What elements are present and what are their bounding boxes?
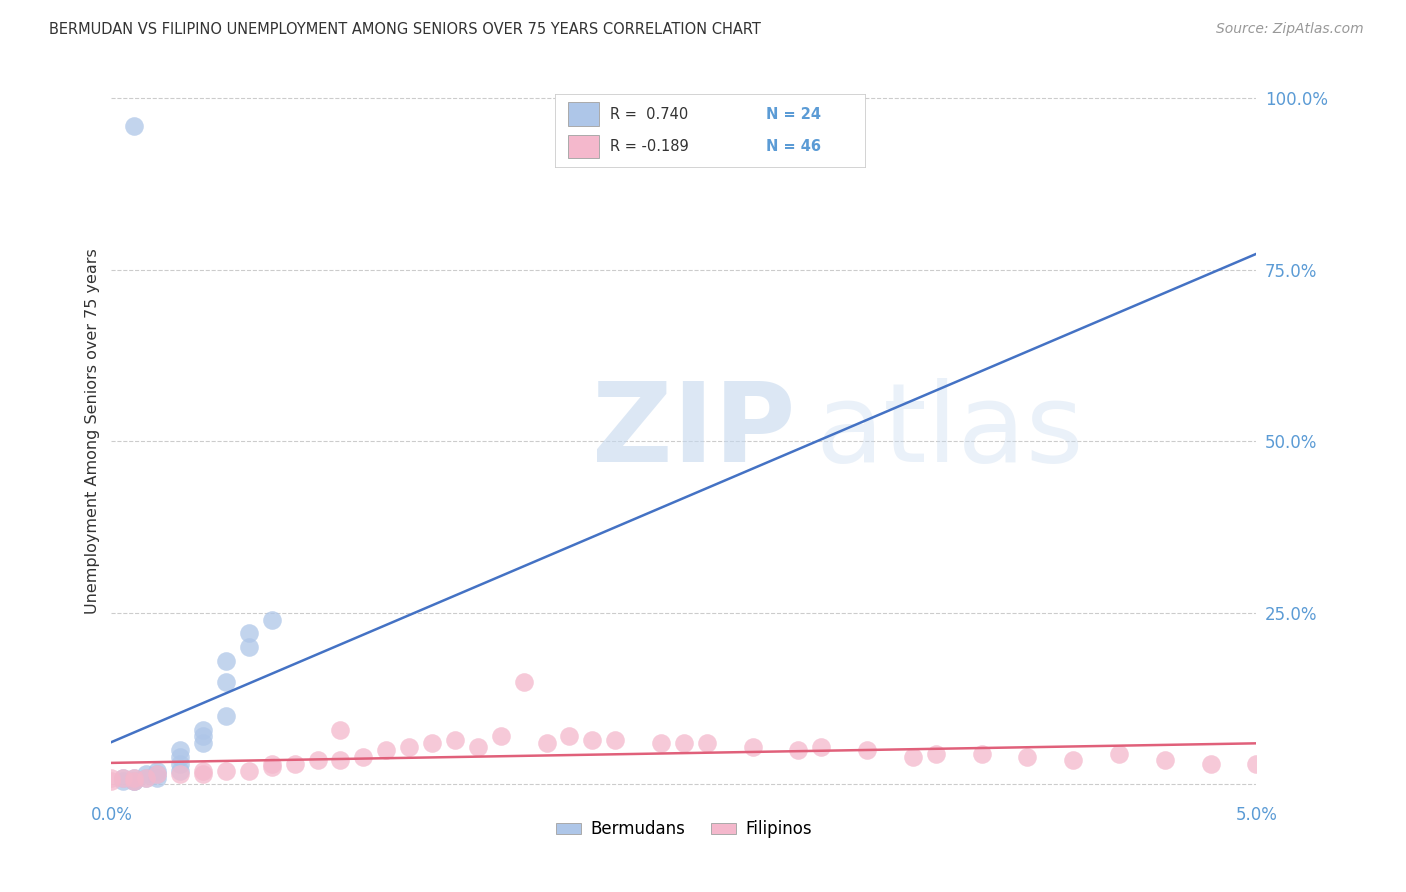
Point <box>111 771 134 785</box>
Point <box>605 732 627 747</box>
Point <box>191 730 214 744</box>
Point <box>135 771 157 785</box>
Point <box>1246 756 1268 771</box>
Point <box>191 764 214 778</box>
Legend: Bermudans, Filipinos: Bermudans, Filipinos <box>548 814 818 845</box>
Point <box>856 743 879 757</box>
Point <box>124 771 146 785</box>
Point <box>215 708 238 723</box>
Point <box>146 771 169 785</box>
Text: N = 24: N = 24 <box>766 107 821 121</box>
Point <box>215 674 238 689</box>
Point <box>169 767 191 781</box>
Point <box>284 756 307 771</box>
Point <box>124 774 146 789</box>
Point <box>444 732 467 747</box>
Text: R = -0.189: R = -0.189 <box>610 139 689 153</box>
Bar <box>568 135 599 158</box>
Point <box>135 767 157 781</box>
Point <box>1153 753 1175 767</box>
Point <box>672 736 695 750</box>
Point <box>191 767 214 781</box>
Point <box>124 119 146 133</box>
Point <box>215 654 238 668</box>
Point <box>1108 747 1130 761</box>
Point <box>169 756 191 771</box>
Point <box>260 613 283 627</box>
Text: R =  0.740: R = 0.740 <box>610 107 688 121</box>
Text: atlas: atlas <box>815 377 1084 484</box>
Point <box>111 771 134 785</box>
Point <box>307 753 329 767</box>
Point <box>135 771 157 785</box>
Point <box>124 774 146 789</box>
Point <box>787 743 810 757</box>
Point <box>260 760 283 774</box>
Point <box>810 739 832 754</box>
Text: ZIP: ZIP <box>592 377 796 484</box>
Point <box>398 739 420 754</box>
Point <box>741 739 763 754</box>
Y-axis label: Unemployment Among Seniors over 75 years: Unemployment Among Seniors over 75 years <box>86 248 100 614</box>
Point <box>352 750 374 764</box>
Point <box>169 750 191 764</box>
Point <box>124 774 146 789</box>
Point <box>1199 756 1222 771</box>
Point <box>1062 753 1084 767</box>
Point <box>375 743 398 757</box>
Point <box>238 764 260 778</box>
Point <box>650 736 672 750</box>
Point <box>191 723 214 737</box>
Point <box>1017 750 1039 764</box>
Point <box>420 736 443 750</box>
Point <box>329 723 352 737</box>
Point <box>260 756 283 771</box>
Text: Source: ZipAtlas.com: Source: ZipAtlas.com <box>1216 22 1364 37</box>
Point <box>925 747 948 761</box>
Text: N = 46: N = 46 <box>766 139 821 153</box>
Point <box>467 739 489 754</box>
Point <box>169 743 191 757</box>
Point <box>100 771 122 785</box>
Point <box>901 750 924 764</box>
Point <box>512 674 534 689</box>
Point <box>146 764 169 778</box>
Point <box>215 764 238 778</box>
Text: BERMUDAN VS FILIPINO UNEMPLOYMENT AMONG SENIORS OVER 75 YEARS CORRELATION CHART: BERMUDAN VS FILIPINO UNEMPLOYMENT AMONG … <box>49 22 761 37</box>
Point <box>581 732 603 747</box>
Point <box>169 764 191 778</box>
Point <box>191 736 214 750</box>
Point <box>146 767 169 781</box>
Point <box>536 736 558 750</box>
Point <box>970 747 993 761</box>
Point <box>558 730 581 744</box>
Point <box>124 771 146 785</box>
Point <box>329 753 352 767</box>
Point <box>238 626 260 640</box>
Point <box>146 767 169 781</box>
Bar <box>568 103 599 126</box>
Point <box>489 730 512 744</box>
Point <box>111 774 134 789</box>
Point <box>238 640 260 655</box>
Point <box>696 736 718 750</box>
Point <box>100 774 122 789</box>
